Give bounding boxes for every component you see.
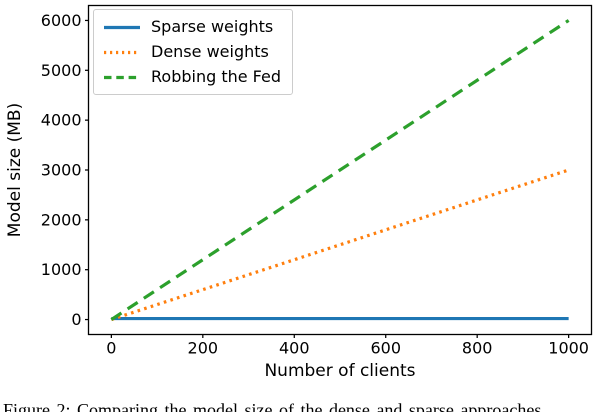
chart-legend: Sparse weights Dense weights Robbing the… <box>93 9 293 95</box>
series-line-robbing-the-fed <box>110 19 570 321</box>
legend-entry-dense-weights: Dense weights <box>103 41 281 63</box>
y-axis-label: Model size (MB) <box>5 103 25 237</box>
y-tick-label: 4000 <box>41 111 82 130</box>
figure-caption: Figure 2: Comparing the model size of th… <box>3 400 542 412</box>
legend-line-sample-dashed <box>104 75 140 79</box>
legend-line-sample-dotted <box>104 50 140 54</box>
x-tick-label: 0 <box>106 339 116 358</box>
x-tick-label: 200 <box>188 339 219 358</box>
y-tick-label: 6000 <box>41 11 82 30</box>
legend-entry-robbing-the-fed: Robbing the Fed <box>103 66 281 88</box>
legend-line-sample-solid <box>104 25 140 29</box>
legend-label: Dense weights <box>151 42 269 61</box>
y-tick-label: 3000 <box>41 161 82 180</box>
x-tick-label: 600 <box>370 339 401 358</box>
y-tick-label: 2000 <box>41 210 82 229</box>
series-line-dense-weights <box>110 168 570 322</box>
x-tick-label: 1000 <box>548 339 589 358</box>
plot-frame <box>87 4 593 336</box>
x-tick-label: 800 <box>462 339 493 358</box>
x-tick-label: 400 <box>279 339 310 358</box>
legend-label: Robbing the Fed <box>151 67 281 86</box>
line-chart: 0 200 400 600 800 1000 0 1000 2000 3000 4000 5000 60… <box>5 4 593 381</box>
y-tick-label: 0 <box>71 310 81 329</box>
legend-entry-sparse-weights: Sparse weights <box>103 16 281 38</box>
y-tick-label: 1000 <box>41 260 82 279</box>
y-tick-label: 5000 <box>41 61 82 80</box>
legend-label: Sparse weights <box>151 17 274 36</box>
x-axis-label: Number of clients <box>264 361 415 381</box>
